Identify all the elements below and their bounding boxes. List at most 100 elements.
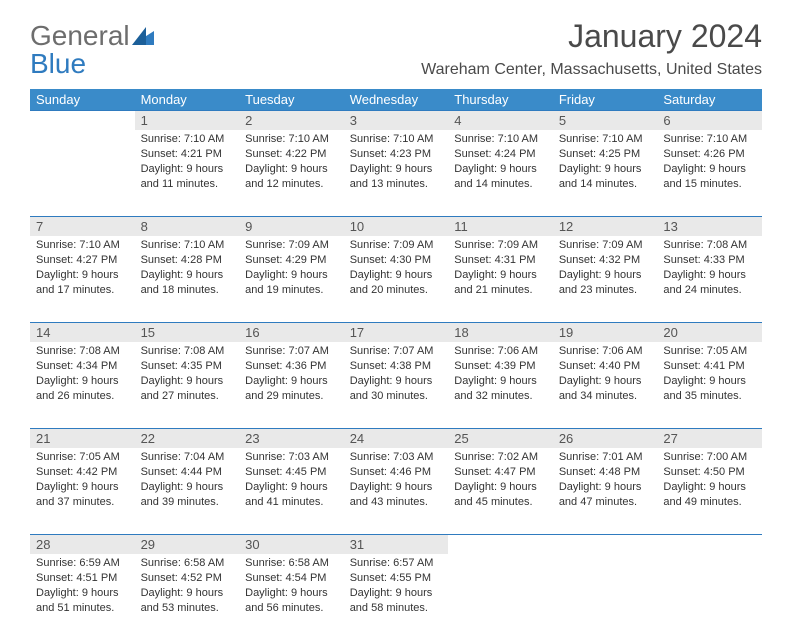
logo-mark-icon [132, 20, 154, 51]
day-details: Sunrise: 7:09 AMSunset: 4:32 PMDaylight:… [553, 236, 658, 303]
logo-word-1: General [30, 20, 130, 51]
day-number: 4 [448, 111, 553, 131]
day-cell: Sunrise: 7:07 AMSunset: 4:36 PMDaylight:… [239, 342, 344, 429]
day-details: Sunrise: 7:07 AMSunset: 4:38 PMDaylight:… [344, 342, 449, 409]
day-cell: Sunrise: 6:58 AMSunset: 4:52 PMDaylight:… [135, 554, 240, 640]
weekday-header: Thursday [448, 89, 553, 111]
day-number: 18 [448, 323, 553, 343]
logo-word-2: Blue [30, 48, 86, 79]
day-details: Sunrise: 6:57 AMSunset: 4:55 PMDaylight:… [344, 554, 449, 621]
day-cell: Sunrise: 7:07 AMSunset: 4:38 PMDaylight:… [344, 342, 449, 429]
day-cell: Sunrise: 7:10 AMSunset: 4:22 PMDaylight:… [239, 130, 344, 217]
day-cell: Sunrise: 7:08 AMSunset: 4:34 PMDaylight:… [30, 342, 135, 429]
day-details: Sunrise: 6:59 AMSunset: 4:51 PMDaylight:… [30, 554, 135, 621]
day-details: Sunrise: 7:10 AMSunset: 4:24 PMDaylight:… [448, 130, 553, 197]
day-details: Sunrise: 7:10 AMSunset: 4:22 PMDaylight:… [239, 130, 344, 197]
day-details: Sunrise: 7:05 AMSunset: 4:42 PMDaylight:… [30, 448, 135, 515]
day-number: 11 [448, 217, 553, 237]
day-number: 24 [344, 429, 449, 449]
day-cell: Sunrise: 7:09 AMSunset: 4:32 PMDaylight:… [553, 236, 658, 323]
weekday-header-row: Sunday Monday Tuesday Wednesday Thursday… [30, 89, 762, 111]
day-details: Sunrise: 7:04 AMSunset: 4:44 PMDaylight:… [135, 448, 240, 515]
logo: General Blue [30, 22, 154, 78]
page-title: January 2024 [421, 18, 762, 55]
day-content-row: Sunrise: 7:10 AMSunset: 4:21 PMDaylight:… [30, 130, 762, 217]
day-number: 29 [135, 535, 240, 555]
day-number: 17 [344, 323, 449, 343]
day-number-row: 14151617181920 [30, 323, 762, 343]
day-number-row: 21222324252627 [30, 429, 762, 449]
day-details: Sunrise: 7:09 AMSunset: 4:29 PMDaylight:… [239, 236, 344, 303]
weekday-header: Tuesday [239, 89, 344, 111]
day-details: Sunrise: 6:58 AMSunset: 4:52 PMDaylight:… [135, 554, 240, 621]
day-cell: Sunrise: 7:03 AMSunset: 4:46 PMDaylight:… [344, 448, 449, 535]
day-cell: Sunrise: 7:10 AMSunset: 4:21 PMDaylight:… [135, 130, 240, 217]
day-content-row: Sunrise: 6:59 AMSunset: 4:51 PMDaylight:… [30, 554, 762, 640]
weekday-header: Monday [135, 89, 240, 111]
day-details: Sunrise: 7:08 AMSunset: 4:35 PMDaylight:… [135, 342, 240, 409]
day-number: 13 [657, 217, 762, 237]
day-number: 27 [657, 429, 762, 449]
day-number: 26 [553, 429, 658, 449]
day-number [553, 535, 658, 555]
day-details: Sunrise: 7:06 AMSunset: 4:39 PMDaylight:… [448, 342, 553, 409]
day-details: Sunrise: 7:03 AMSunset: 4:46 PMDaylight:… [344, 448, 449, 515]
weekday-header: Sunday [30, 89, 135, 111]
day-content-row: Sunrise: 7:05 AMSunset: 4:42 PMDaylight:… [30, 448, 762, 535]
day-content-row: Sunrise: 7:10 AMSunset: 4:27 PMDaylight:… [30, 236, 762, 323]
day-number-row: 123456 [30, 111, 762, 131]
day-cell: Sunrise: 7:06 AMSunset: 4:39 PMDaylight:… [448, 342, 553, 429]
day-number [657, 535, 762, 555]
day-number: 2 [239, 111, 344, 131]
day-details: Sunrise: 7:09 AMSunset: 4:31 PMDaylight:… [448, 236, 553, 303]
day-number: 5 [553, 111, 658, 131]
day-details: Sunrise: 7:10 AMSunset: 4:27 PMDaylight:… [30, 236, 135, 303]
day-cell: Sunrise: 6:59 AMSunset: 4:51 PMDaylight:… [30, 554, 135, 640]
day-details: Sunrise: 7:10 AMSunset: 4:23 PMDaylight:… [344, 130, 449, 197]
day-number: 31 [344, 535, 449, 555]
calendar-table: Sunday Monday Tuesday Wednesday Thursday… [30, 89, 762, 640]
weekday-header: Friday [553, 89, 658, 111]
day-cell: Sunrise: 7:01 AMSunset: 4:48 PMDaylight:… [553, 448, 658, 535]
day-cell: Sunrise: 7:08 AMSunset: 4:35 PMDaylight:… [135, 342, 240, 429]
day-number: 19 [553, 323, 658, 343]
day-cell: Sunrise: 6:57 AMSunset: 4:55 PMDaylight:… [344, 554, 449, 640]
day-number: 23 [239, 429, 344, 449]
day-cell: Sunrise: 7:10 AMSunset: 4:26 PMDaylight:… [657, 130, 762, 217]
day-number [30, 111, 135, 131]
day-number: 9 [239, 217, 344, 237]
weekday-header: Wednesday [344, 89, 449, 111]
weekday-header: Saturday [657, 89, 762, 111]
day-details: Sunrise: 7:09 AMSunset: 4:30 PMDaylight:… [344, 236, 449, 303]
day-number [448, 535, 553, 555]
day-number: 28 [30, 535, 135, 555]
day-details: Sunrise: 7:10 AMSunset: 4:21 PMDaylight:… [135, 130, 240, 197]
day-number: 1 [135, 111, 240, 131]
day-details: Sunrise: 7:07 AMSunset: 4:36 PMDaylight:… [239, 342, 344, 409]
day-details: Sunrise: 7:08 AMSunset: 4:33 PMDaylight:… [657, 236, 762, 303]
day-cell: Sunrise: 7:09 AMSunset: 4:31 PMDaylight:… [448, 236, 553, 323]
day-number: 25 [448, 429, 553, 449]
day-cell [553, 554, 658, 640]
day-number: 22 [135, 429, 240, 449]
day-number: 7 [30, 217, 135, 237]
day-details: Sunrise: 6:58 AMSunset: 4:54 PMDaylight:… [239, 554, 344, 621]
day-number: 6 [657, 111, 762, 131]
day-details: Sunrise: 7:10 AMSunset: 4:26 PMDaylight:… [657, 130, 762, 197]
day-cell [448, 554, 553, 640]
day-number: 14 [30, 323, 135, 343]
day-cell [657, 554, 762, 640]
day-cell: Sunrise: 7:00 AMSunset: 4:50 PMDaylight:… [657, 448, 762, 535]
day-cell: Sunrise: 7:05 AMSunset: 4:41 PMDaylight:… [657, 342, 762, 429]
day-details: Sunrise: 7:10 AMSunset: 4:25 PMDaylight:… [553, 130, 658, 197]
day-details: Sunrise: 7:03 AMSunset: 4:45 PMDaylight:… [239, 448, 344, 515]
day-number-row: 28293031 [30, 535, 762, 555]
day-details: Sunrise: 7:08 AMSunset: 4:34 PMDaylight:… [30, 342, 135, 409]
day-number-row: 78910111213 [30, 217, 762, 237]
day-number: 10 [344, 217, 449, 237]
day-content-row: Sunrise: 7:08 AMSunset: 4:34 PMDaylight:… [30, 342, 762, 429]
location-subtitle: Wareham Center, Massachusetts, United St… [421, 61, 762, 79]
day-cell: Sunrise: 7:10 AMSunset: 4:24 PMDaylight:… [448, 130, 553, 217]
day-details: Sunrise: 7:00 AMSunset: 4:50 PMDaylight:… [657, 448, 762, 515]
day-cell: Sunrise: 7:09 AMSunset: 4:30 PMDaylight:… [344, 236, 449, 323]
